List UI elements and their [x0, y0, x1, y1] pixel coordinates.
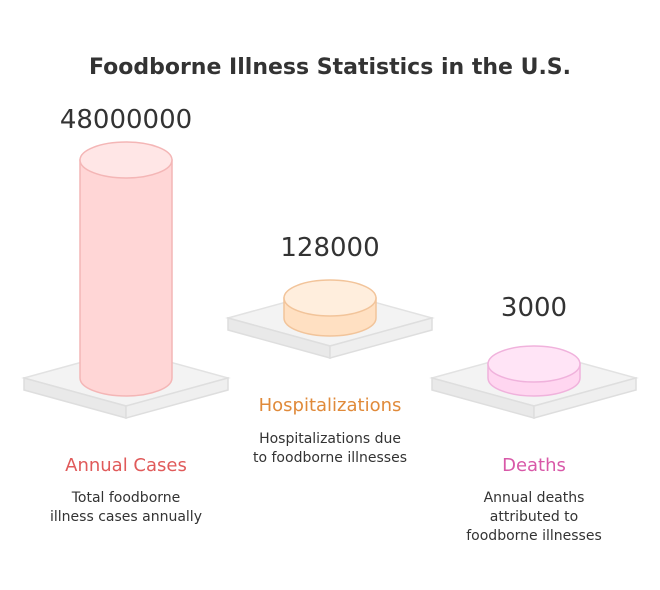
base-platform-right-face	[329, 317, 433, 359]
description-hospitalizations-line-2: to foodborne illnesses	[253, 450, 407, 466]
description-hospitalizations-line-1: Hospitalizations due	[259, 431, 401, 447]
description-deaths-line-1: Annual deaths	[484, 490, 585, 506]
base-platform-right-face	[125, 377, 229, 419]
value-label-deaths: 3000	[501, 293, 567, 323]
base-platform-right-face	[533, 377, 637, 419]
bars-layer	[21, 141, 639, 419]
category-label-hospitalizations: Hospitalizations	[259, 395, 402, 416]
category-label-deaths: Deaths	[502, 455, 566, 476]
chart-title: Foodborne Illness Statistics in the U.S.	[89, 55, 571, 80]
value-label-hospitalizations: 128000	[280, 233, 379, 263]
description-annual-cases-line-1: Total foodborne	[71, 490, 181, 506]
category-label-annual-cases: Annual Cases	[65, 455, 187, 476]
bar-top-deaths	[487, 345, 581, 383]
bar-body-annual-cases	[79, 159, 173, 397]
bar-top-hospitalizations	[283, 279, 377, 317]
description-deaths-line-2: attributed to	[490, 509, 578, 525]
bar-top-annual-cases	[79, 141, 173, 179]
value-label-annual-cases: 48000000	[60, 105, 192, 135]
description-annual-cases-line-2: illness cases annually	[50, 509, 202, 525]
description-deaths-line-3: foodborne illnesses	[466, 528, 602, 544]
